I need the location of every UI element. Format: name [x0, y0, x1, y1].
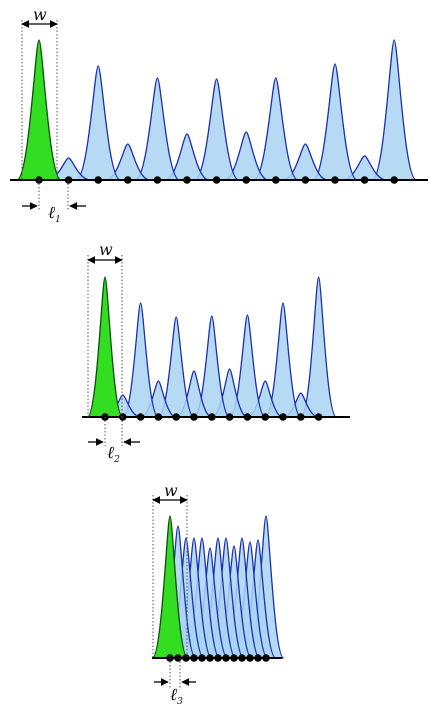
panel-3-dot-12 — [262, 654, 270, 662]
panel-3-dot-1 — [174, 654, 182, 662]
panel-1-dot-2 — [94, 176, 102, 184]
panel-1-peak-4 — [134, 77, 180, 181]
panel-2-spacing-label: ℓ2 — [107, 443, 120, 465]
panel-2-dot-5 — [190, 413, 198, 421]
panel-3-dot-3 — [190, 654, 198, 662]
panel-2-dot-10 — [279, 413, 287, 421]
panel-3-dot-4 — [198, 654, 206, 662]
panel-1-peak-3 — [105, 143, 151, 181]
panel-1: w ℓ1 — [10, 5, 428, 225]
panel-2-peaks — [86, 276, 337, 418]
panel-2-dot-9 — [261, 413, 270, 421]
panel-1-peak-12 — [371, 39, 417, 181]
panel-2-reference-peak — [86, 276, 124, 418]
panel-1-dot-4 — [153, 176, 162, 184]
panel-1-peak-10 — [312, 63, 358, 181]
panel-1-dot-5 — [183, 176, 191, 184]
panel-3-dot-10 — [246, 654, 254, 662]
panel-1-peak-8 — [253, 77, 299, 181]
panel-1-dot-7 — [242, 176, 250, 184]
panel-1-peak-9 — [283, 143, 328, 181]
panel-2-width-label: w — [99, 240, 113, 259]
panel-3-dots — [166, 654, 270, 662]
panel-3-reference-peak — [151, 515, 189, 659]
panel-3-dot-5 — [206, 654, 214, 662]
panel-2-dot-12 — [314, 413, 323, 421]
panel-2-peak-2 — [122, 302, 159, 418]
panel-2-peak-8 — [229, 314, 266, 418]
panel-1-dots — [35, 176, 399, 184]
panel-2-dots — [101, 413, 323, 421]
panel-3-dot-2 — [182, 654, 190, 662]
panel-1-dot-1 — [64, 176, 73, 184]
panel-1-dot-10 — [331, 176, 339, 184]
panel-1-peak-2 — [75, 65, 121, 181]
panel-1-peak-6 — [194, 78, 240, 181]
panel-1-dot-6 — [212, 176, 221, 184]
panel-2-peak-12 — [300, 276, 337, 418]
panel-2: w ℓ2 — [82, 240, 350, 465]
panel-3-spacing-label: ℓ3 — [170, 685, 183, 707]
panel-2-dot-4 — [172, 413, 180, 421]
panel-2-dot-1 — [119, 413, 127, 421]
panel-3-dot-11 — [254, 654, 262, 662]
panel-3-peaks — [151, 515, 285, 659]
panel-1-dot-3 — [124, 176, 132, 184]
panel-2-dot-2 — [136, 413, 145, 421]
panel-1-peaks — [16, 39, 417, 181]
panel-1-spacing-label: ℓ1 — [48, 203, 61, 225]
panel-3-dot-8 — [230, 654, 238, 662]
panel-1-peak-7 — [223, 131, 269, 181]
panel-1-width-label: w — [33, 5, 47, 24]
panel-1-dot-9 — [301, 176, 310, 184]
panel-1-dot-8 — [272, 176, 280, 184]
panel-3-dot-9 — [238, 654, 246, 662]
panel-1-peak-5 — [164, 133, 210, 181]
panel-3-width-label: w — [164, 481, 178, 500]
panel-3-dot-6 — [214, 654, 222, 662]
panel-1-reference-peak — [16, 39, 62, 181]
panel-2-dot-8 — [243, 413, 252, 421]
panel-3-dot-7 — [222, 654, 230, 662]
panel-2-dot-11 — [297, 413, 305, 421]
panel-2-dot-7 — [225, 413, 234, 421]
panel-1-dot-11 — [360, 176, 369, 184]
panel-1-dot-12 — [390, 176, 399, 184]
panel-2-peak-10 — [264, 302, 302, 418]
panel-2-dot-6 — [208, 413, 216, 421]
panel-2-dot-3 — [154, 413, 163, 421]
panel-2-peak-4 — [157, 316, 195, 418]
panel-2-peak-6 — [193, 315, 231, 418]
panel-3: w ℓ3 — [151, 481, 285, 707]
